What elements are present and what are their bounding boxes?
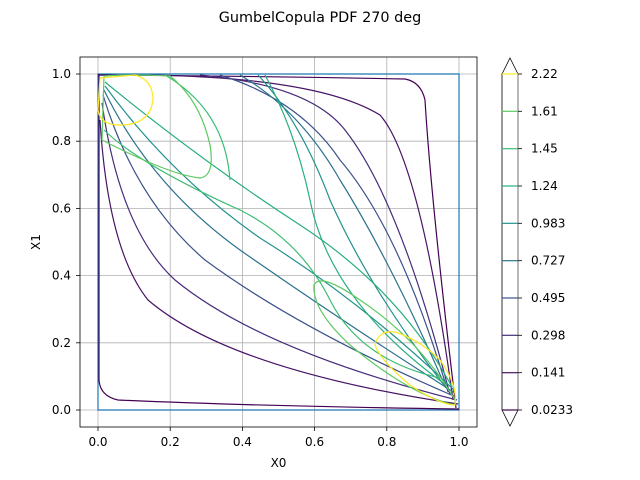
colorbar-tick-label: 1.61 xyxy=(531,104,558,118)
colorbar-level-lines xyxy=(502,73,518,411)
x-tick-label: 0.8 xyxy=(377,435,396,449)
contour-0.141-a xyxy=(99,119,459,405)
contour-2.22-lower-loop xyxy=(374,331,457,406)
y-tick-label: 0.4 xyxy=(52,269,71,283)
colorbar-tick-label: 0.495 xyxy=(531,291,565,305)
colorbar: 2.22 1.61 1.45 1.24 0.983 0.727 0.495 0.… xyxy=(501,57,573,427)
contour-0.0233-a xyxy=(98,74,460,410)
colorbar-extend-top xyxy=(501,57,519,75)
x-axis-label: X0 xyxy=(271,456,287,470)
colorbar-tick-label: 1.24 xyxy=(531,179,558,193)
contour-0.983-b xyxy=(257,74,445,386)
contour-0.298-b xyxy=(199,74,451,396)
unit-square-boundary xyxy=(97,73,460,411)
x-tick-label: 0.4 xyxy=(233,435,252,449)
y-tick-label: 1.0 xyxy=(52,67,71,81)
y-tick-label: 0.2 xyxy=(52,336,71,350)
contour-lines xyxy=(97,73,460,411)
colorbar-tick-label: 0.141 xyxy=(531,366,565,380)
contour-1.45-a xyxy=(103,129,441,379)
plot-area: 0.0 0.2 0.4 0.6 0.8 1.0 X0 0.0 0.2 0.4 0… xyxy=(29,56,478,470)
contour-0.495-a xyxy=(102,94,457,398)
x-tick-label: 1.0 xyxy=(449,435,468,449)
colorbar-tick-label: 2.22 xyxy=(531,67,558,81)
axes-frame xyxy=(79,56,478,428)
colorbar-frame xyxy=(501,73,519,411)
y-tick-label: 0.0 xyxy=(52,403,71,417)
contour-1.24-a xyxy=(104,81,453,388)
colorbar-tick-label: 0.727 xyxy=(531,254,565,268)
colorbar-tick-label: 1.45 xyxy=(531,142,558,156)
contour-1.24-b xyxy=(264,74,443,383)
x-tick-label: 0.6 xyxy=(305,435,324,449)
contour-0.727-a xyxy=(103,89,456,394)
colorbar-tick-label: 0.0233 xyxy=(531,403,573,417)
contour-0.141-b xyxy=(149,74,454,401)
contour-2.22-upper-loop xyxy=(97,74,154,126)
colorbar-tick-label: 0.983 xyxy=(531,216,565,230)
x-tick-label: 0.0 xyxy=(88,435,107,449)
x-tick-label: 0.2 xyxy=(161,435,180,449)
chart-title: GumbelCopula PDF 270 deg xyxy=(219,10,422,26)
y-tick-label: 0.6 xyxy=(52,201,71,215)
contour-1.61-upper-lobe xyxy=(101,74,212,179)
contour-0.983-a xyxy=(104,85,455,391)
y-axis-label: X1 xyxy=(29,234,43,250)
grid-lines xyxy=(80,57,477,427)
y-tick-label: 0.8 xyxy=(52,134,71,148)
colorbar-tick-label: 0.298 xyxy=(531,328,565,342)
colorbar-extend-bottom xyxy=(501,409,519,427)
y-axis xyxy=(76,73,80,411)
contour-1.61-lower-lobe xyxy=(313,280,456,406)
x-axis xyxy=(97,427,460,431)
contour-0.298-a xyxy=(101,102,458,401)
